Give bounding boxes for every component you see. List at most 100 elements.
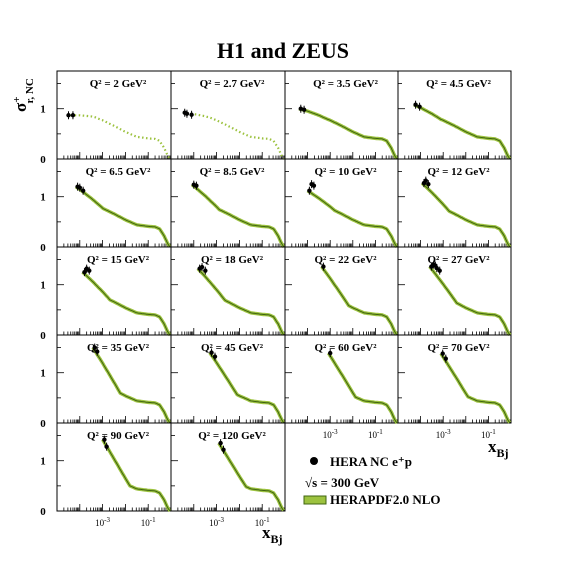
data-point xyxy=(298,106,303,111)
theory-curve xyxy=(429,266,511,336)
panel-q2-label: Q² = 70 GeV² xyxy=(427,342,490,354)
panel-q2-label: Q² = 2 GeV² xyxy=(90,78,147,90)
data-point xyxy=(443,356,448,361)
panel-q2-label: Q² = 120 GeV² xyxy=(198,430,266,442)
x-tick-label: 10-3 xyxy=(95,516,110,528)
y-axis-title-sup: + xyxy=(11,96,23,102)
x-tick-label: 10-3 xyxy=(323,428,338,440)
data-point xyxy=(184,111,190,116)
data-point xyxy=(426,181,431,187)
x-tick-label: 10-1 xyxy=(481,428,496,440)
legend-swatch-curve xyxy=(303,495,327,505)
theory-band xyxy=(190,183,286,249)
data-point xyxy=(80,188,86,193)
panel-q2-label: Q² = 12 GeV² xyxy=(427,166,490,178)
data-point xyxy=(77,185,83,190)
panel-q2-label: Q² = 60 GeV² xyxy=(314,342,377,354)
x-tick-label: 10-1 xyxy=(255,516,270,528)
data-point xyxy=(417,104,422,109)
panel-q2-label: Q² = 35 GeV² xyxy=(87,342,150,354)
theory-curve xyxy=(413,104,511,159)
y-tick-label: 0 xyxy=(40,506,46,518)
theory-curve xyxy=(92,347,170,423)
panel-q2-label: Q² = 6.5 GeV² xyxy=(86,166,152,178)
theory-curve xyxy=(197,268,284,335)
data-point xyxy=(189,112,194,117)
data-point xyxy=(307,188,312,193)
theory-curve xyxy=(82,271,171,336)
data-point xyxy=(221,447,226,452)
theory-curve xyxy=(209,352,285,423)
theory-band xyxy=(81,270,172,337)
theory-curve xyxy=(307,190,398,248)
x-tick-label: 10-1 xyxy=(141,516,156,528)
data-point xyxy=(218,440,223,446)
panel-q2-label: Q² = 45 GeV² xyxy=(201,342,264,354)
data-point xyxy=(194,183,199,188)
theory-band xyxy=(326,352,399,425)
data-point xyxy=(203,268,208,273)
data-point xyxy=(440,351,445,356)
chart-title: H1 and ZEUS xyxy=(217,38,349,63)
panel-frame xyxy=(397,334,512,424)
theory-curve xyxy=(182,111,285,160)
svg-text:xBj: xBj xyxy=(262,523,283,546)
y-axis-title-base: σ xyxy=(11,102,30,112)
x-axis-title-sub: Bj xyxy=(271,532,283,546)
panel-q2-label: Q² = 22 GeV² xyxy=(314,254,377,266)
data-point xyxy=(82,269,87,275)
data-point xyxy=(328,350,333,356)
theory-band xyxy=(306,189,399,249)
x-tick-label: 10-3 xyxy=(436,428,451,440)
x-axis-title-bottom: xBj xyxy=(262,523,283,546)
legend-label-points: HERA NC e⁺p xyxy=(330,454,412,469)
theory-curve xyxy=(102,439,171,512)
svg-text:xBj: xBj xyxy=(488,437,509,460)
theory-band xyxy=(101,438,172,513)
data-point xyxy=(199,264,205,270)
legend: HERA NC e⁺p √s = 300 GeV HERAPDF2.0 NLO xyxy=(303,454,441,507)
theory-curve xyxy=(66,114,171,160)
theory-band xyxy=(208,351,286,424)
panel-q2-label: Q² = 18 GeV² xyxy=(201,254,264,266)
y-tick-label: 1 xyxy=(40,192,46,204)
panel-q2-label: Q² = 8.5 GeV² xyxy=(200,166,266,178)
legend-marker-points xyxy=(310,457,318,465)
data-point xyxy=(437,268,442,273)
theory-curve xyxy=(440,353,511,423)
theory-band xyxy=(420,181,512,248)
theory-curve xyxy=(298,108,398,159)
y-tick-label: 0 xyxy=(40,418,46,430)
data-point xyxy=(92,345,97,350)
theory-band xyxy=(91,346,171,424)
legend-label-curve: HERAPDF2.0 NLO xyxy=(330,492,441,507)
y-axis-title: σ+r, NC xyxy=(11,78,36,112)
x-axis-title-base: x xyxy=(488,437,497,456)
theory-curve xyxy=(421,182,511,248)
x-axis-title-right: xBj xyxy=(488,437,509,460)
data-point xyxy=(413,102,418,107)
panel-q2-label: Q² = 3.5 GeV² xyxy=(313,78,379,90)
x-axis-title-sub: Bj xyxy=(497,446,509,460)
panel-q2-label: Q² = 27 GeV² xyxy=(427,254,490,266)
theory-curve xyxy=(191,184,285,248)
panel-q2-label: Q² = 4.5 GeV² xyxy=(426,78,492,90)
svg-text:σ+r, NC: σ+r, NC xyxy=(11,78,36,112)
theory-curve xyxy=(321,266,398,335)
panel-q2-label: Q² = 2.7 GeV² xyxy=(200,78,266,90)
theory-band xyxy=(320,265,399,336)
data-point xyxy=(70,113,76,118)
x-axis-title-base: x xyxy=(262,523,271,542)
theory-band xyxy=(413,103,512,160)
y-tick-label: 1 xyxy=(40,280,46,292)
panel-q2-label: Q² = 15 GeV² xyxy=(87,254,150,266)
data-point xyxy=(87,268,92,273)
y-tick-label: 1 xyxy=(40,104,46,116)
panel-grid: Q² = 2 GeV² 1 0 Q² = 2.7 GeV² Q² = 3.5 GeV² Q… xyxy=(40,70,512,528)
legend-label-energy: √s = 300 GeV xyxy=(305,475,380,490)
data-point xyxy=(423,178,429,183)
theory-band xyxy=(217,442,285,512)
theory-band xyxy=(428,265,512,337)
panel-q2-label: Q² = 10 GeV² xyxy=(314,166,377,178)
